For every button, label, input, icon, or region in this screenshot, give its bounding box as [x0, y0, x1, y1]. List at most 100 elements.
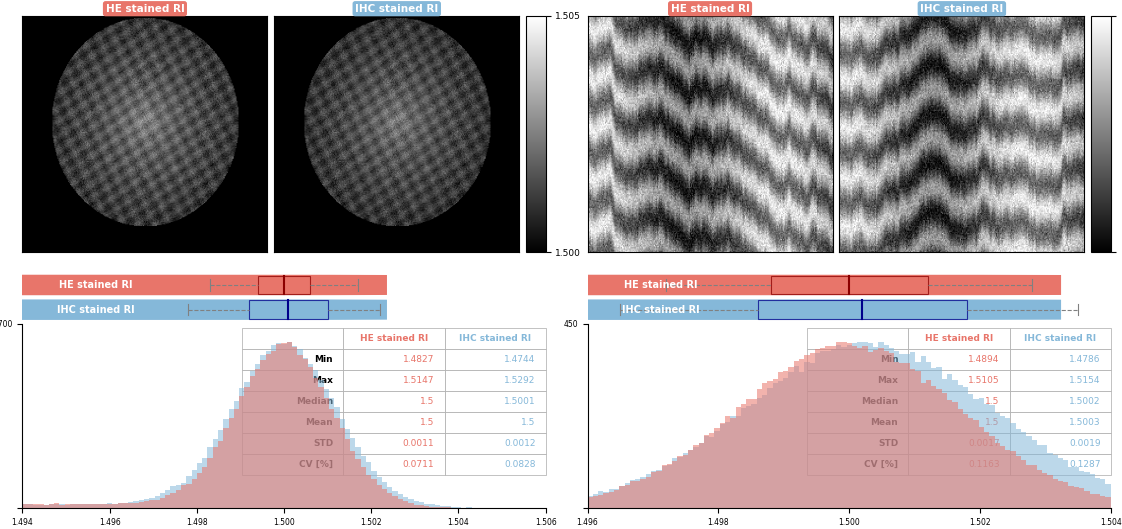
- Bar: [894, 351, 900, 508]
- Bar: [59, 505, 65, 508]
- Bar: [287, 342, 292, 508]
- Bar: [926, 361, 931, 508]
- Bar: [852, 343, 857, 508]
- Bar: [826, 351, 830, 508]
- Bar: [192, 479, 196, 508]
- Bar: [334, 407, 340, 508]
- Bar: [783, 371, 789, 508]
- Bar: [994, 413, 1000, 508]
- Bar: [282, 344, 287, 508]
- Bar: [778, 381, 783, 508]
- Bar: [629, 480, 635, 508]
- Bar: [699, 443, 703, 508]
- Bar: [1027, 464, 1031, 508]
- Bar: [635, 479, 641, 508]
- Bar: [213, 448, 218, 508]
- Bar: [303, 358, 307, 508]
- Bar: [1089, 494, 1095, 508]
- Bar: [968, 394, 974, 508]
- Bar: [604, 491, 608, 508]
- Bar: [809, 363, 815, 508]
- Bar: [820, 348, 826, 508]
- Bar: [614, 490, 619, 508]
- Bar: [38, 505, 44, 508]
- Bar: [49, 505, 54, 508]
- Bar: [70, 504, 75, 508]
- Bar: [815, 349, 820, 508]
- Bar: [953, 380, 957, 508]
- Bar: [75, 504, 81, 508]
- Bar: [245, 387, 250, 508]
- Bar: [381, 489, 387, 508]
- Bar: [752, 399, 756, 508]
- Bar: [990, 436, 994, 508]
- Bar: [403, 497, 408, 508]
- Bar: [1079, 488, 1084, 508]
- Bar: [974, 399, 978, 508]
- Bar: [91, 504, 96, 508]
- FancyBboxPatch shape: [0, 299, 387, 320]
- Bar: [255, 364, 260, 508]
- Bar: [22, 505, 28, 508]
- Bar: [118, 503, 123, 508]
- Bar: [350, 438, 356, 508]
- Bar: [789, 367, 793, 508]
- Bar: [1084, 472, 1089, 508]
- Bar: [276, 343, 282, 508]
- Bar: [1068, 467, 1074, 508]
- Bar: [344, 428, 350, 508]
- Bar: [239, 388, 245, 508]
- Bar: [614, 489, 619, 508]
- Bar: [1058, 481, 1064, 508]
- Bar: [953, 403, 957, 508]
- Bar: [176, 490, 181, 508]
- Bar: [608, 491, 614, 508]
- Bar: [1042, 472, 1047, 508]
- Bar: [292, 346, 297, 508]
- Bar: [430, 507, 434, 508]
- Bar: [889, 352, 894, 508]
- Text: HE stained RI: HE stained RI: [59, 280, 132, 290]
- Bar: [155, 496, 159, 508]
- Bar: [340, 419, 344, 508]
- Bar: [699, 443, 703, 508]
- Bar: [703, 435, 709, 508]
- Bar: [672, 461, 678, 508]
- Bar: [830, 346, 836, 508]
- Bar: [65, 505, 70, 508]
- Bar: [381, 482, 387, 508]
- Bar: [978, 398, 984, 508]
- Bar: [931, 368, 937, 508]
- Bar: [266, 351, 270, 508]
- Bar: [773, 384, 778, 508]
- Bar: [102, 504, 107, 508]
- Bar: [155, 500, 159, 508]
- Text: HE stained RI: HE stained RI: [624, 280, 698, 290]
- Bar: [1095, 494, 1101, 508]
- Bar: [656, 471, 662, 508]
- Bar: [202, 458, 208, 508]
- Bar: [165, 495, 171, 508]
- Bar: [1010, 451, 1015, 508]
- Bar: [666, 464, 672, 508]
- Bar: [319, 380, 324, 508]
- Bar: [65, 504, 70, 508]
- Bar: [793, 361, 799, 508]
- Bar: [920, 383, 926, 508]
- Bar: [963, 414, 968, 508]
- Bar: [1074, 467, 1079, 508]
- Bar: [128, 503, 134, 508]
- Bar: [414, 501, 419, 508]
- Bar: [258, 276, 310, 294]
- Bar: [957, 409, 963, 508]
- Bar: [625, 486, 629, 508]
- Bar: [393, 496, 397, 508]
- Bar: [1084, 491, 1089, 508]
- Bar: [239, 396, 245, 508]
- Bar: [588, 497, 592, 508]
- Bar: [107, 503, 112, 508]
- Bar: [377, 485, 381, 508]
- Bar: [260, 354, 266, 508]
- Bar: [846, 345, 852, 508]
- Bar: [440, 507, 445, 508]
